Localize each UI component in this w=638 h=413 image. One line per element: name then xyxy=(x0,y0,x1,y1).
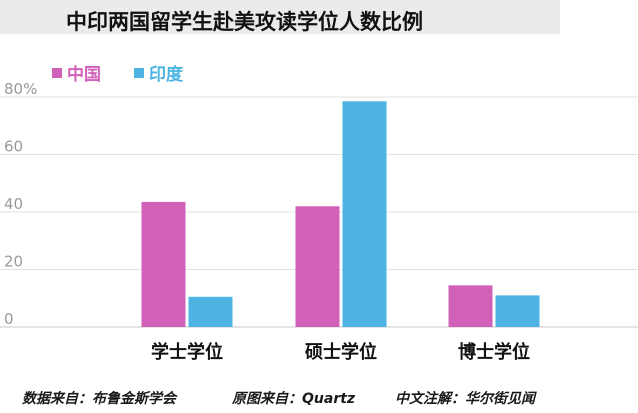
legend-label-india: 印度 xyxy=(149,65,183,85)
bar-india xyxy=(495,295,540,327)
footer: 数据来自：布鲁金斯学会 原图来自：Quartz 中文注解：华尔街见闻 xyxy=(0,384,638,413)
footer-data-source: 数据来自：布鲁金斯学会 xyxy=(22,391,176,407)
y-tick-label: 40 xyxy=(4,195,23,213)
legend-label-china: 中国 xyxy=(67,65,101,85)
y-tick-label: 80% xyxy=(4,80,37,98)
footer-image-source: 原图来自：Quartz xyxy=(232,391,356,407)
y-tick-label: 0 xyxy=(4,310,14,328)
y-tick-label: 60 xyxy=(4,138,23,156)
legend-swatch-india xyxy=(134,67,144,78)
x-tick-label: 硕士学位 xyxy=(305,341,377,363)
legend-item-india: 印度 xyxy=(134,60,183,85)
y-tick-label: 20 xyxy=(4,253,23,271)
footer-annotation: 中文注解：华尔街见闻 xyxy=(395,391,535,407)
bar-india xyxy=(342,101,387,327)
x-tick-label: 博士学位 xyxy=(458,341,530,363)
title-band xyxy=(0,0,560,34)
bar-india xyxy=(188,296,233,327)
bar-china xyxy=(141,201,186,327)
legend-swatch-china xyxy=(52,67,62,78)
legend-item-china: 中国 xyxy=(52,60,101,85)
chart-title: 中印两国留学生赴美攻读学位人数比例 xyxy=(66,10,423,34)
bar-china xyxy=(295,206,340,327)
bar-china xyxy=(448,285,493,327)
x-tick-label: 学士学位 xyxy=(151,341,223,363)
